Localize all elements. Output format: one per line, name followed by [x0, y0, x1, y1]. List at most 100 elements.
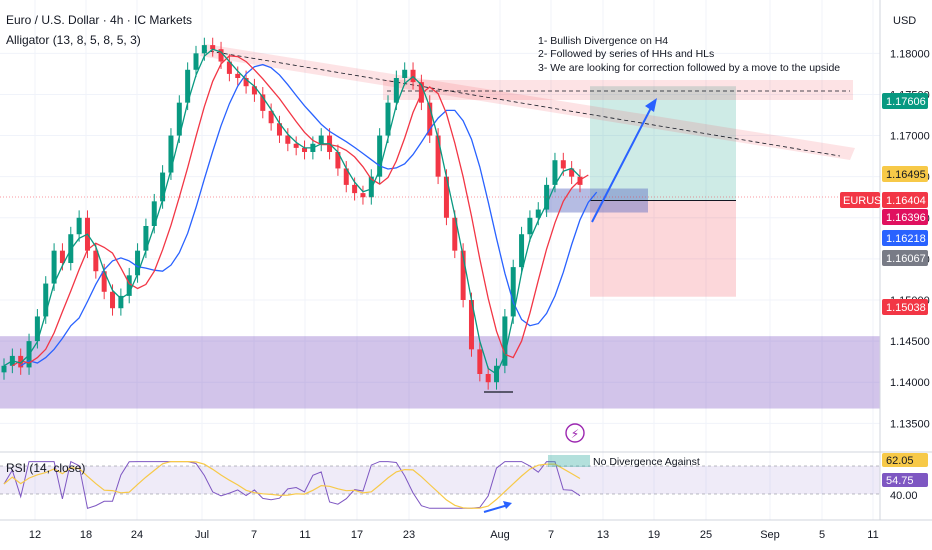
- x-tick-label-9: 7: [548, 529, 554, 541]
- note-2: 2- Followed by series of HHs and HLs: [538, 48, 714, 60]
- chart-title: Euro / U.S. Dollar · 4h · IC Markets: [6, 13, 192, 27]
- rsi-value-tag: [882, 473, 928, 487]
- rsi-value: 54.75: [886, 475, 914, 487]
- candle-body-57: [477, 349, 483, 374]
- rsi-divergence-arrowhead: [503, 501, 512, 509]
- candle-body-44: [368, 176, 374, 198]
- candle-body-7: [59, 250, 65, 263]
- alligator-jaw-line: [20, 63, 598, 367]
- candle-body-66: [552, 160, 558, 185]
- candle-body-28: [235, 73, 241, 78]
- rsi-note: No Divergence Against: [593, 456, 700, 468]
- projection-arrow: [591, 103, 654, 223]
- price-tag-text-4: 1.16396: [886, 212, 926, 224]
- rsi-ma-line: [3, 461, 581, 509]
- x-tick-label-8: Aug: [490, 529, 510, 541]
- candle-body-46: [385, 102, 391, 136]
- candle-body-48: [402, 69, 408, 78]
- support-zone: [0, 336, 880, 409]
- candle-body-53: [443, 176, 449, 218]
- lightning-icon[interactable]: [565, 423, 585, 443]
- candle-body-58: [485, 374, 491, 383]
- candle-body-36: [302, 147, 308, 152]
- rsi-line: [3, 460, 581, 509]
- candle-body-15: [126, 275, 132, 296]
- candle-body-56: [468, 300, 474, 350]
- rsi-divergence-arrow: [483, 504, 509, 513]
- candle-body-42: [352, 184, 358, 194]
- rsi-band: [0, 466, 880, 494]
- price-tag-text-3: 1.16404: [886, 195, 926, 207]
- candle-body-43: [360, 193, 366, 198]
- candle-body-6: [51, 250, 57, 284]
- candle-body-45: [377, 135, 383, 177]
- rsi-ma-value: 62.05: [886, 455, 914, 467]
- indicator-label: Alligator (13, 8, 5, 8, 5, 3): [6, 33, 141, 47]
- candle-body-47: [393, 78, 399, 103]
- stop-loss-zone: [590, 200, 736, 297]
- rsi-tick-40: 40.00: [890, 490, 918, 502]
- lightning-glyph: ⚡: [571, 427, 579, 441]
- price-tag-text-6: 1.16067: [886, 253, 926, 265]
- projection-arrowhead: [645, 98, 657, 112]
- rsi-label: RSI (14, close): [6, 461, 85, 475]
- x-tick-label-2: 24: [131, 529, 143, 541]
- x-tick-label-4: 7: [251, 529, 257, 541]
- candle-body-63: [527, 217, 533, 235]
- candle-body-11: [93, 250, 99, 272]
- price-tag-bg-4: [882, 209, 928, 225]
- chart-grid: [0, 0, 880, 520]
- candle-body-34: [285, 135, 291, 144]
- candle-body-40: [335, 152, 341, 169]
- take-profit-zone: [590, 86, 736, 201]
- candle-body-64: [535, 209, 541, 218]
- symbol-tag-text: EURUSD: [843, 195, 890, 207]
- candle-body-55: [460, 250, 466, 300]
- candle-body-29: [243, 78, 249, 87]
- y-tick-label-8: 1.14000: [890, 377, 930, 389]
- x-tick-label-6: 17: [351, 529, 363, 541]
- candle-body-24: [201, 45, 207, 54]
- candle-body-67: [560, 160, 566, 169]
- candle-body-20: [168, 135, 174, 173]
- price-tag-text-0: 1.17606: [886, 96, 926, 108]
- candle-body-5: [43, 283, 49, 317]
- candle-body-26: [218, 49, 224, 62]
- candle-body-4: [34, 316, 40, 342]
- candle-body-51: [427, 102, 433, 136]
- candle-body-16: [135, 250, 141, 276]
- note-3: 3- We are looking for correction followe…: [538, 62, 840, 74]
- candle-body-23: [193, 53, 199, 70]
- price-tag-bg-7: [882, 299, 928, 315]
- price-tag-text-7: 1.15038: [886, 302, 926, 314]
- candle-body-12: [101, 271, 107, 292]
- candle-body-50: [418, 82, 424, 103]
- price-tag-text-1: 1.16495: [886, 169, 926, 181]
- x-tick-label-14: 5: [819, 529, 825, 541]
- price-tag-bg-0: [882, 93, 928, 109]
- candle-body-2: [18, 355, 24, 368]
- candle-body-31: [260, 94, 266, 111]
- x-tick-label-3: Jul: [195, 529, 209, 541]
- candle-body-14: [118, 295, 124, 309]
- downtrend-line: [202, 49, 841, 157]
- candle-body-60: [502, 316, 508, 366]
- currency-label[interactable]: USD: [893, 15, 916, 27]
- x-tick-label-13: Sep: [760, 529, 780, 541]
- x-tick-label-1: 18: [80, 529, 92, 541]
- candle-body-19: [160, 172, 166, 202]
- rsi-note-box: [548, 455, 590, 467]
- candle-body-32: [268, 110, 274, 124]
- resistance-band: [383, 80, 853, 100]
- candle-body-21: [176, 102, 182, 136]
- candle-body-13: [110, 291, 116, 309]
- candle-body-27: [226, 61, 232, 74]
- candle-body-17: [143, 226, 149, 251]
- rsi-ma-value-tag: [882, 453, 928, 467]
- note-1: 1- Bullish Divergence on H4: [538, 35, 668, 47]
- upper-trend-channel: [200, 44, 855, 160]
- candle-body-30: [251, 86, 257, 95]
- candle-body-52: [435, 135, 441, 177]
